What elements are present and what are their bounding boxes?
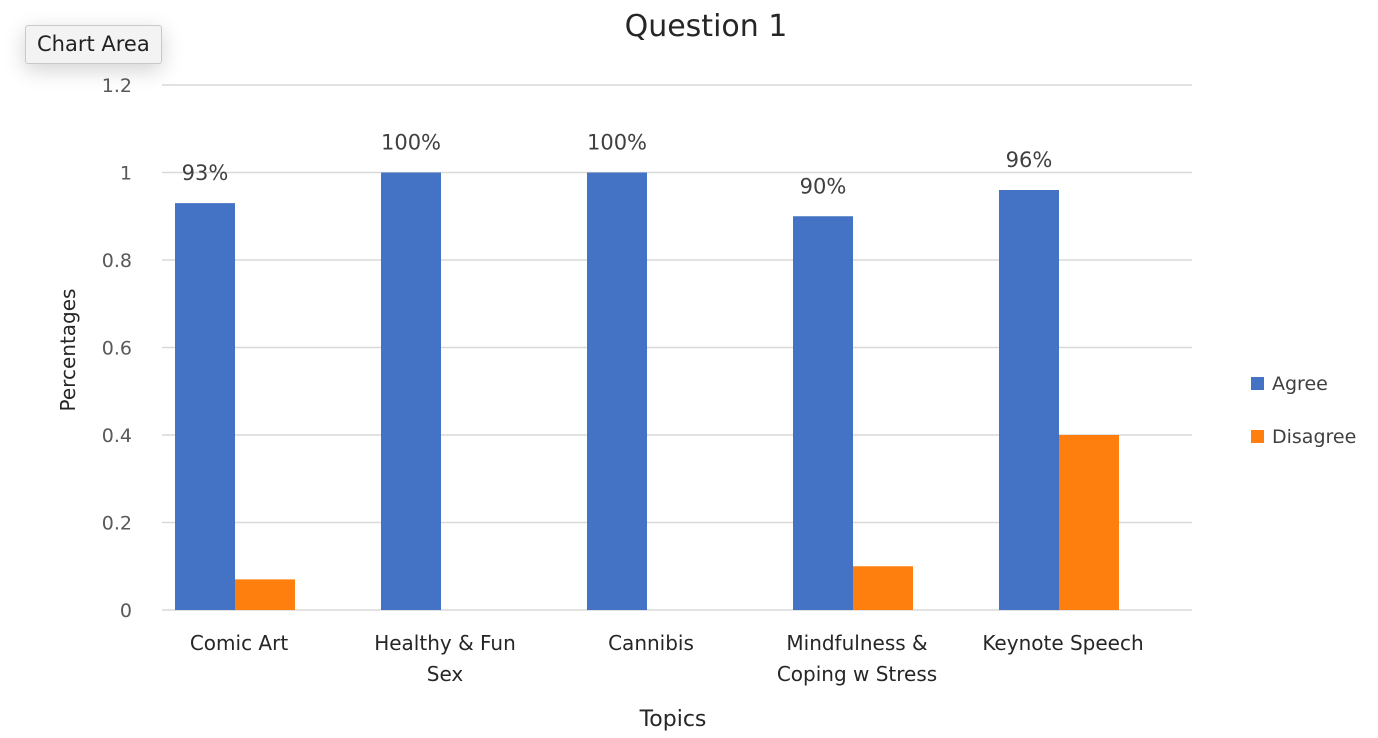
x-tick-label: Sex [427,662,464,686]
y-tick-label: 0.4 [102,425,132,447]
data-label: 96% [1006,148,1053,172]
legend-label-agree: Agree [1272,373,1328,395]
legend: Agree Disagree [1251,373,1356,448]
chart-area-tooltip: Chart Area [25,25,162,64]
y-tick-label: 0.6 [102,338,132,360]
x-tick-label: Cannibis [608,631,694,655]
x-tick-label: Healthy & Fun [374,631,516,655]
y-tick-label: 0 [120,600,132,622]
data-label: 90% [800,174,847,198]
legend-label-disagree: Disagree [1272,426,1356,448]
bars [175,172,1119,610]
x-axis-title: Topics [639,707,707,732]
data-label: 100% [587,131,647,155]
x-tick-label: Comic Art [190,631,288,655]
y-tick-label: 1 [120,163,132,185]
x-tick-label: Keynote Speech [982,631,1143,655]
x-tick-label: Coping w Stress [777,662,937,686]
y-tick-label: 0.2 [102,513,132,535]
y-tick-label: 1.2 [102,75,132,97]
y-axis-title: Percentages [56,289,80,412]
bar-disagree [1059,435,1119,610]
bar-agree [175,203,235,610]
bar-disagree [235,579,295,610]
bar-agree [587,172,647,610]
x-axis-ticks: Comic Art Healthy & Fun Sex Cannibis Mindful… [190,631,1144,686]
data-label: 93% [182,161,229,185]
bar-agree [793,216,853,610]
chart-title: Question 1 [625,9,788,44]
legend-swatch-disagree [1251,430,1264,443]
data-label: 100% [381,131,441,155]
bar-agree [381,172,441,610]
x-tick-label: Mindfulness & [786,631,927,655]
bar-disagree [853,566,913,610]
data-labels: 93% 100% 100% 90% 96% [182,131,1053,199]
y-tick-label: 0.8 [102,250,132,272]
y-axis-ticks: 0 0.2 0.4 0.6 0.8 1 1.2 [102,75,132,622]
legend-swatch-agree [1251,377,1264,390]
bar-agree [999,190,1059,610]
gridlines [162,84,1192,611]
